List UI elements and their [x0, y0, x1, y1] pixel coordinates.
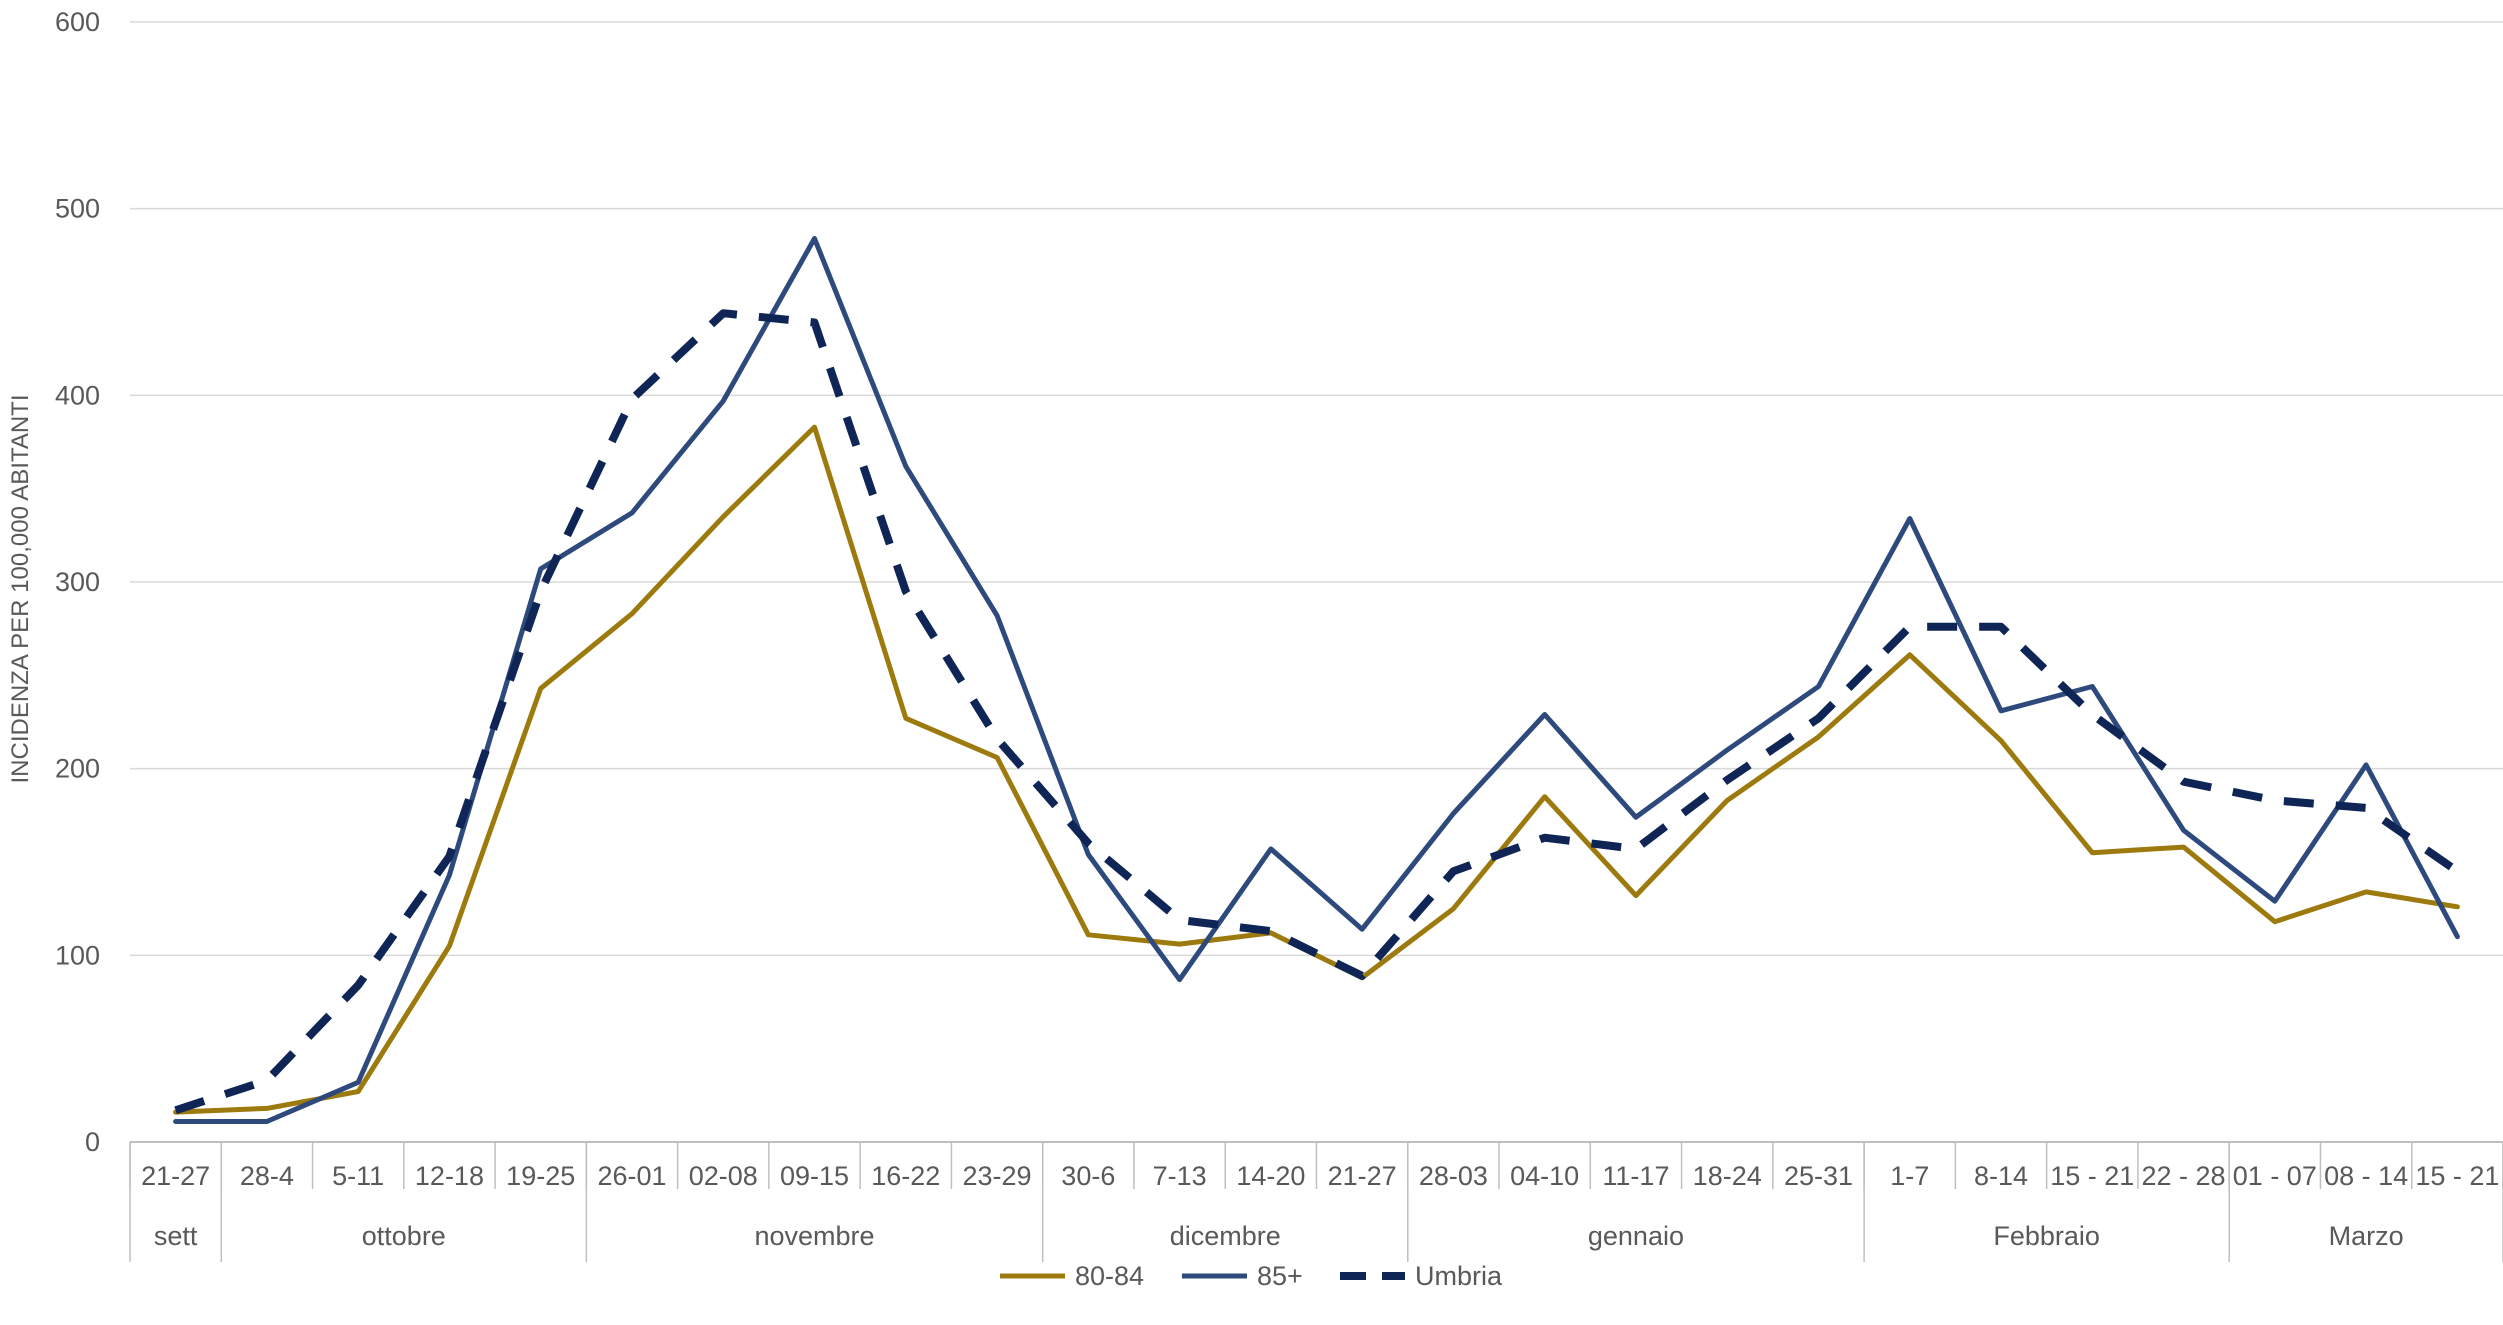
x-group-label: Febbraio: [1993, 1221, 2100, 1251]
x-tick-label: 28-03: [1419, 1161, 1488, 1191]
legend: 80-84 85+ Umbria: [1000, 1261, 1503, 1291]
x-group-label: ottobre: [362, 1221, 446, 1251]
x-tick-label: 01 - 07: [2233, 1161, 2317, 1191]
y-axis-title: INCIDENZA PER 100,000 ABITANTI: [7, 394, 34, 783]
axes: [130, 1142, 2503, 1262]
x-tick-label: 7-13: [1153, 1161, 1207, 1191]
y-tick-label: 500: [55, 194, 100, 224]
x-tick-label: 25-31: [1784, 1161, 1853, 1191]
x-tick-label: 18-24: [1693, 1161, 1762, 1191]
x-tick-label: 12-18: [415, 1161, 484, 1191]
x-tick-label: 21-27: [141, 1161, 210, 1191]
gridlines: 0 100 200 300 400 500 600: [55, 7, 2503, 1157]
x-tick-label: 08 - 14: [2324, 1161, 2408, 1191]
x-tick-label: 8-14: [1974, 1161, 2028, 1191]
x-tick-label: 16-22: [871, 1161, 940, 1191]
x-tick-label: 02-08: [689, 1161, 758, 1191]
legend-label: 80-84: [1075, 1261, 1144, 1291]
x-tick-label: 19-25: [506, 1161, 575, 1191]
x-tick-label: 21-27: [1328, 1161, 1397, 1191]
series-line-85-: [176, 239, 2458, 1122]
x-group-label: sett: [154, 1221, 198, 1251]
x-group-label: novembre: [754, 1221, 874, 1251]
legend-label: 85+: [1257, 1261, 1303, 1291]
legend-label: Umbria: [1415, 1261, 1503, 1291]
y-tick-label: 400: [55, 380, 100, 410]
y-tick-label: 300: [55, 567, 100, 597]
x-tick-label: 04-10: [1510, 1161, 1579, 1191]
y-tick-label: 0: [85, 1127, 100, 1157]
x-tick-label: 14-20: [1236, 1161, 1305, 1191]
y-tick-label: 200: [55, 754, 100, 784]
y-tick-label: 100: [55, 940, 100, 970]
x-tick-label: 15 - 21: [2415, 1161, 2499, 1191]
x-tick-label: 23-29: [963, 1161, 1032, 1191]
x-tick-label: 28-4: [240, 1161, 294, 1191]
x-group-label: gennaio: [1588, 1221, 1684, 1251]
series-lines: [176, 238, 2458, 1121]
x-tick-label: 15 - 21: [2050, 1161, 2134, 1191]
series-line-80-84: [176, 427, 2458, 1112]
x-tick-label: 26-01: [597, 1161, 666, 1191]
y-tick-label: 600: [55, 7, 100, 37]
x-group-label: dicembre: [1170, 1221, 1281, 1251]
x-tick-label: 09-15: [780, 1161, 849, 1191]
x-tick-label: 11-17: [1602, 1161, 1669, 1191]
x-tick-label: 22 - 28: [2142, 1161, 2226, 1191]
x-tick-label: 1-7: [1890, 1161, 1929, 1191]
series-line-umbria: [176, 313, 2458, 1110]
x-group-label: Marzo: [2329, 1221, 2404, 1251]
x-tick-label: 30-6: [1061, 1161, 1115, 1191]
x-tick-label: 5-11: [332, 1161, 384, 1191]
